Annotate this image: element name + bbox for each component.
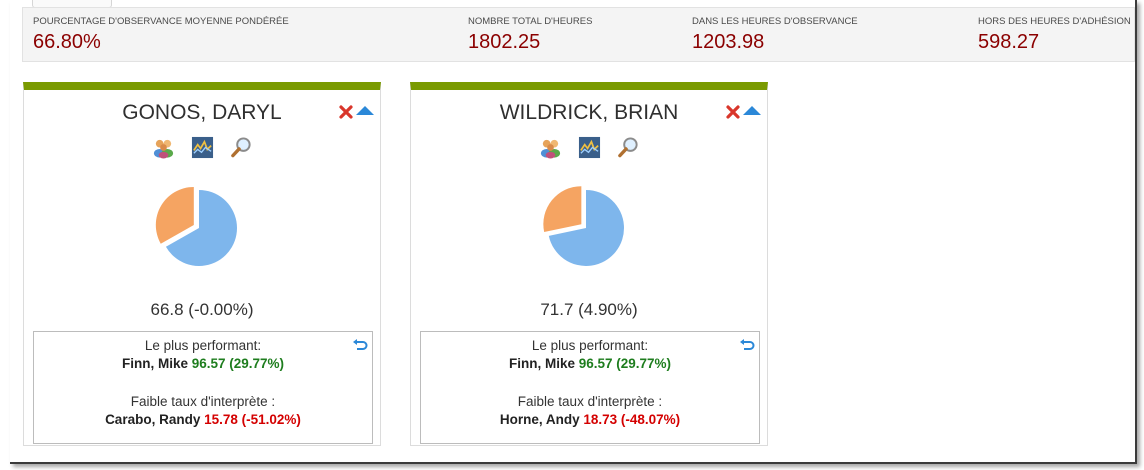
dashboard-panel: POURCENTAGE D'OBSERVANCE MOYENNE PONDÉRÉ… — [10, 0, 1137, 464]
line-chart-icon[interactable] — [578, 136, 601, 159]
close-icon[interactable] — [725, 104, 741, 120]
agent-card: WILDRICK, BRIAN — [410, 82, 768, 446]
agent-score: 71.7 (4.90%) — [540, 300, 638, 319]
stat-weighted-observance: POURCENTAGE D'OBSERVANCE MOYENNE PONDÉRÉ… — [33, 16, 289, 54]
agent-score: 66.8 (-0.00%) — [150, 300, 254, 319]
stat-label: HORS DES HEURES D'ADHÉSION — [978, 16, 1131, 27]
stat-value: 1802.25 — [468, 31, 541, 53]
stat-out-adhesion-hours: HORS DES HEURES D'ADHÉSION 598.27 — [978, 16, 1131, 54]
low-performer-label: Faible taux d'interprète : — [517, 394, 663, 409]
stat-value: 598.27 — [978, 31, 1040, 53]
observance-pie-chart — [543, 186, 624, 266]
best-performer-name: Finn, Mike — [121, 356, 188, 371]
agent-card: GONOS, DARYL — [23, 82, 381, 446]
stat-label: DANS LES HEURES D'OBSERVANCE — [692, 16, 858, 27]
low-performer-name: Carabo, Randy — [105, 412, 201, 427]
triangle-up-icon[interactable] — [743, 106, 761, 115]
team-icon[interactable] — [539, 136, 562, 159]
low-performer: Carabo, Randy 15.78 (-51.02%) — [34, 412, 372, 427]
pie-slice-rest — [155, 186, 194, 244]
agent-name: GONOS, DARYL — [122, 101, 282, 124]
best-performer: Finn, Mike 96.57 (29.77%) — [421, 356, 759, 371]
stat-label: POURCENTAGE D'OBSERVANCE MOYENNE PONDÉRÉ… — [33, 16, 289, 27]
undo-icon[interactable] — [739, 338, 755, 352]
pie-slice-main — [548, 190, 624, 266]
performance-box: Le plus performant: Finn, Mike 96.57 (29… — [33, 331, 373, 444]
summary-bar: POURCENTAGE D'OBSERVANCE MOYENNE PONDÉRÉ… — [22, 7, 1135, 62]
undo-icon[interactable] — [352, 338, 368, 352]
low-performer-value: 18.73 (-48.07%) — [583, 412, 681, 427]
performance-box: Le plus performant: Finn, Mike 96.57 (29… — [420, 331, 760, 444]
team-icon[interactable] — [152, 136, 175, 159]
stat-label: NOMBRE TOTAL D'HEURES — [468, 16, 593, 27]
best-performer: Finn, Mike 96.57 (29.77%) — [34, 356, 372, 371]
best-performer-name: Finn, Mike — [508, 356, 575, 371]
line-chart-icon[interactable] — [191, 136, 214, 159]
stat-total-hours: NOMBRE TOTAL D'HEURES 1802.25 — [468, 16, 592, 54]
card-toolbar — [411, 136, 767, 159]
low-performer-label: Faible taux d'interprète : — [130, 394, 276, 409]
best-performer-value: 96.57 (29.77%) — [191, 356, 285, 371]
pie-slice-rest — [543, 186, 582, 233]
low-performer-value: 15.78 (-51.02%) — [204, 412, 301, 427]
magnifier-icon[interactable] — [617, 136, 640, 159]
card-toolbar — [24, 136, 380, 159]
pie-slice-main — [165, 190, 237, 266]
triangle-up-icon[interactable] — [356, 106, 374, 115]
stat-in-observance-hours: DANS LES HEURES D'OBSERVANCE 1203.98 — [692, 16, 858, 54]
magnifier-icon[interactable] — [230, 136, 253, 159]
stat-value: 1203.98 — [692, 31, 765, 53]
close-icon[interactable] — [338, 104, 354, 120]
best-performer-value: 96.57 (29.77%) — [578, 356, 672, 371]
best-performer-label: Le plus performant: — [531, 338, 649, 353]
best-performer-label: Le plus performant: — [144, 338, 262, 353]
observance-pie-chart — [155, 186, 237, 266]
agent-name: WILDRICK, BRIAN — [499, 101, 679, 124]
low-performer-name: Horne, Andy — [499, 412, 580, 427]
low-performer: Horne, Andy 18.73 (-48.07%) — [421, 412, 759, 427]
stat-value: 66.80% — [33, 31, 101, 53]
